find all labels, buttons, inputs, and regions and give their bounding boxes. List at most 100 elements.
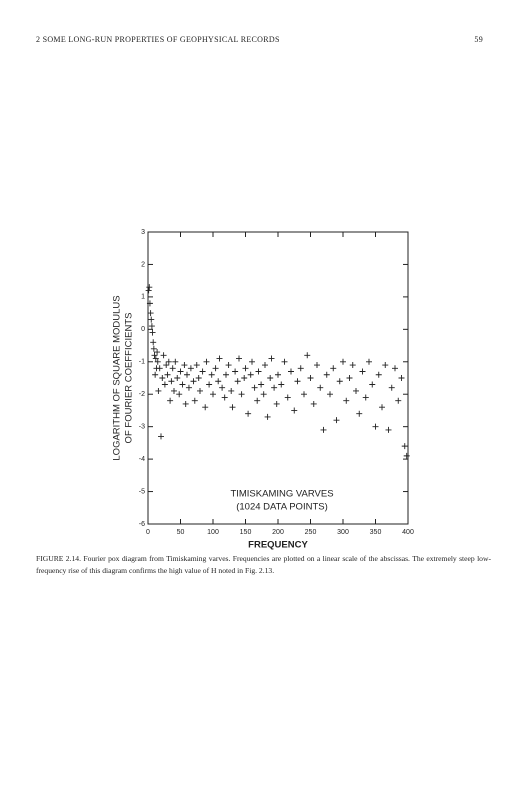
data-point bbox=[251, 384, 258, 391]
data-point bbox=[151, 352, 158, 359]
y-tick-label: 2 bbox=[141, 261, 145, 268]
data-point bbox=[203, 358, 210, 365]
data-point bbox=[254, 397, 261, 404]
data-point bbox=[330, 365, 337, 372]
data-point bbox=[323, 371, 330, 378]
data-point bbox=[353, 387, 359, 394]
data-point bbox=[264, 413, 271, 420]
data-point bbox=[304, 352, 311, 359]
data-point bbox=[225, 362, 232, 369]
data-point bbox=[333, 417, 340, 424]
data-point bbox=[403, 452, 410, 459]
data-point bbox=[297, 365, 304, 372]
data-point bbox=[229, 404, 236, 411]
data-point bbox=[152, 371, 159, 378]
data-point bbox=[320, 426, 327, 433]
data-point bbox=[212, 365, 219, 372]
x-tick-label: 250 bbox=[305, 529, 317, 536]
annotation: (1024 DATA POINTS) bbox=[236, 502, 328, 513]
data-point bbox=[174, 375, 181, 381]
data-point bbox=[206, 381, 213, 388]
data-point bbox=[291, 407, 298, 414]
y-tick-label: -3 bbox=[139, 424, 145, 431]
data-point bbox=[185, 384, 192, 391]
data-point bbox=[152, 355, 159, 362]
data-point bbox=[327, 391, 333, 398]
data-point bbox=[223, 371, 229, 378]
x-tick-label: 150 bbox=[240, 529, 252, 536]
data-point bbox=[221, 394, 228, 401]
data-point bbox=[366, 358, 372, 365]
data-point bbox=[168, 378, 175, 385]
data-point bbox=[247, 371, 254, 378]
data-point bbox=[392, 365, 398, 372]
data-point bbox=[294, 378, 301, 385]
data-point bbox=[184, 371, 190, 378]
data-point bbox=[262, 362, 268, 369]
data-point bbox=[343, 397, 350, 404]
y-tick-label: -5 bbox=[139, 488, 145, 495]
data-point bbox=[147, 310, 154, 317]
plot-frame bbox=[147, 231, 409, 525]
data-point bbox=[349, 362, 356, 369]
y-tick-label: -1 bbox=[139, 359, 145, 366]
data-point bbox=[314, 362, 320, 369]
y-tick-label: -2 bbox=[139, 391, 145, 398]
data-point bbox=[317, 384, 324, 391]
data-point bbox=[362, 394, 369, 401]
data-point bbox=[281, 358, 288, 365]
data-point bbox=[195, 375, 202, 381]
data-point bbox=[395, 397, 402, 404]
data-point bbox=[148, 323, 155, 330]
data-point bbox=[385, 426, 392, 433]
data-point bbox=[172, 358, 179, 365]
y-tick-label: 3 bbox=[141, 229, 145, 236]
data-point bbox=[278, 381, 285, 388]
data-point bbox=[242, 365, 249, 372]
data-point bbox=[234, 378, 241, 385]
data-point bbox=[154, 358, 161, 365]
y-axis-label: LOGARITHM OF SQUARE MODULUS bbox=[112, 295, 123, 460]
data-point bbox=[336, 378, 343, 385]
x-tick-label: 400 bbox=[402, 529, 414, 536]
data-point bbox=[208, 371, 215, 378]
data-point bbox=[190, 378, 197, 385]
data-point bbox=[249, 358, 255, 365]
data-point bbox=[310, 400, 317, 407]
x-tick-label: 100 bbox=[207, 529, 219, 536]
page-number: 59 bbox=[474, 35, 483, 44]
data-point bbox=[260, 391, 267, 398]
data-point bbox=[181, 362, 188, 369]
data-point bbox=[202, 404, 209, 411]
figure-caption: FIGURE 2.14. Fourier pox diagram from Ti… bbox=[36, 554, 491, 575]
data-point bbox=[191, 397, 198, 404]
data-point bbox=[177, 368, 184, 375]
data-point bbox=[340, 358, 346, 365]
data-point bbox=[160, 352, 167, 359]
data-point bbox=[150, 345, 157, 352]
data-point bbox=[193, 362, 200, 369]
data-point bbox=[182, 400, 189, 407]
data-point bbox=[155, 387, 162, 394]
data-point bbox=[167, 397, 174, 404]
data-point bbox=[179, 381, 186, 388]
data-point bbox=[171, 387, 177, 394]
y-axis-label: OF FOURIER COEFFICIENTS bbox=[124, 313, 135, 444]
data-point bbox=[388, 384, 395, 391]
data-point bbox=[216, 355, 223, 362]
data-point bbox=[165, 358, 172, 365]
data-point bbox=[268, 355, 275, 362]
data-point bbox=[307, 375, 314, 381]
data-point bbox=[161, 381, 168, 388]
data-point bbox=[146, 284, 153, 291]
x-tick-label: 300 bbox=[337, 529, 349, 536]
data-point bbox=[356, 410, 363, 417]
data-point bbox=[288, 368, 294, 375]
data-point bbox=[346, 375, 353, 381]
data-point bbox=[236, 355, 242, 362]
data-point bbox=[232, 368, 239, 375]
data-point bbox=[158, 433, 164, 440]
data-point bbox=[187, 365, 194, 372]
